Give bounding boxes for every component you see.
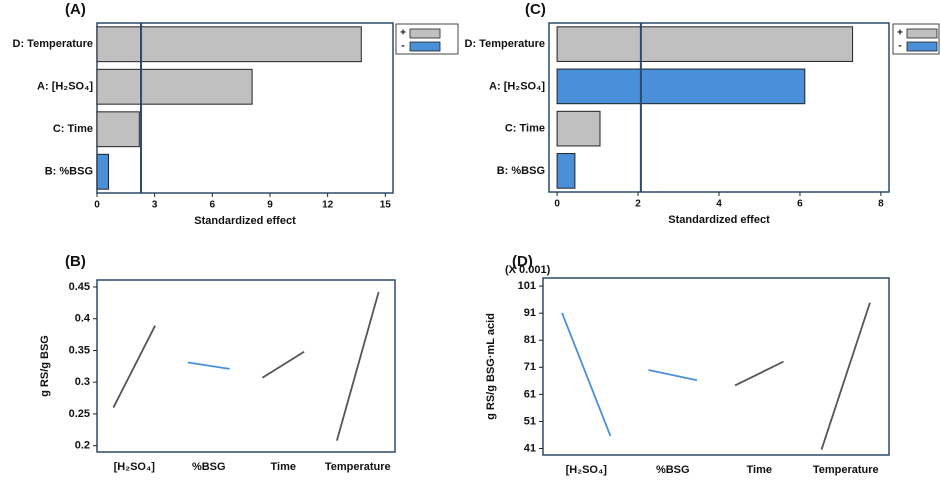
panel-label: (A) [65,1,86,18]
category-label: D: Temperature [13,38,93,50]
y-tick-label: 81 [524,334,536,346]
y-tick-label: 0.2 [75,440,90,452]
bar [556,110,601,147]
y-tick-label: 71 [524,361,536,373]
legend-label: - [401,41,404,52]
category-label: [H₂SO₄] [114,461,156,473]
category-label: Temperature [813,464,879,476]
y-tick-label: 0.35 [69,344,90,356]
panel-label: (C) [525,1,546,18]
effect-line [261,350,305,379]
category-label: B: %BSG [497,165,545,177]
x-tick-label: 3 [152,200,158,211]
x-tick-label: 9 [267,200,273,211]
legend-swatch [409,28,441,39]
y-axis-label: g RS/g BSG·mL acid [485,313,497,420]
category-label: C: Time [53,123,93,135]
category-label: A: [H₂SO₄] [37,81,93,93]
y-tick-label: 41 [524,442,536,454]
category-label: %BSG [192,461,226,473]
category-label: [H₂SO₄] [566,464,608,476]
panel-label: (B) [65,253,86,270]
y-tick-label: 0.4 [75,313,91,325]
scale-label: (X 0.001) [505,264,551,276]
effect-line [734,360,784,387]
bar [96,26,362,63]
y-axis-label: g RS/g BSG [39,335,51,397]
x-tick-label: 12 [322,200,334,211]
legend-swatch [906,28,938,39]
y-tick-label: 0.3 [75,376,90,388]
y-tick-label: 101 [518,280,536,292]
legend-label: + [400,28,406,39]
y-tick-label: 91 [524,307,536,319]
bar [556,26,854,62]
x-tick-label: 8 [878,199,884,210]
legend-swatch [409,41,441,52]
category-label: Time [271,461,296,473]
legend-label: + [897,28,903,39]
category-label: %BSG [656,464,690,476]
legend-label: - [898,41,901,52]
plot-frame [542,277,890,456]
panel-label: (D) [512,253,533,270]
y-tick-label: 0.45 [69,281,90,293]
bar [556,68,806,105]
x-tick-label: 0 [94,200,100,211]
y-tick-label: 51 [524,415,536,427]
bar [556,153,576,189]
category-label: D: Temperature [465,38,545,50]
x-axis-label: Standardized effect [194,215,296,227]
plot-frame [96,279,396,453]
plot-frame [96,22,394,194]
bar [96,153,110,190]
category-label: A: [H₂SO₄] [489,80,545,92]
bar [96,68,253,105]
bar [96,111,140,148]
legend-swatch [906,41,938,52]
category-label: B: %BSG [45,166,93,178]
x-tick-label: 2 [635,199,641,210]
y-tick-label: 61 [524,388,536,400]
category-label: Temperature [325,461,391,473]
effect-line [336,291,380,441]
effect-line [112,325,156,408]
x-tick-label: 4 [716,199,722,210]
effect-line [561,312,612,437]
x-tick-label: 15 [380,200,392,211]
x-tick-label: 6 [797,199,803,210]
x-tick-label: 6 [210,200,216,211]
category-label: Time [747,464,772,476]
effect-line [187,361,230,370]
effect-line [820,302,871,450]
category-label: C: Time [505,123,545,135]
effect-line [648,369,698,382]
x-axis-label: Standardized effect [668,214,770,226]
x-tick-label: 0 [554,199,560,210]
y-tick-label: 0.25 [69,408,90,420]
